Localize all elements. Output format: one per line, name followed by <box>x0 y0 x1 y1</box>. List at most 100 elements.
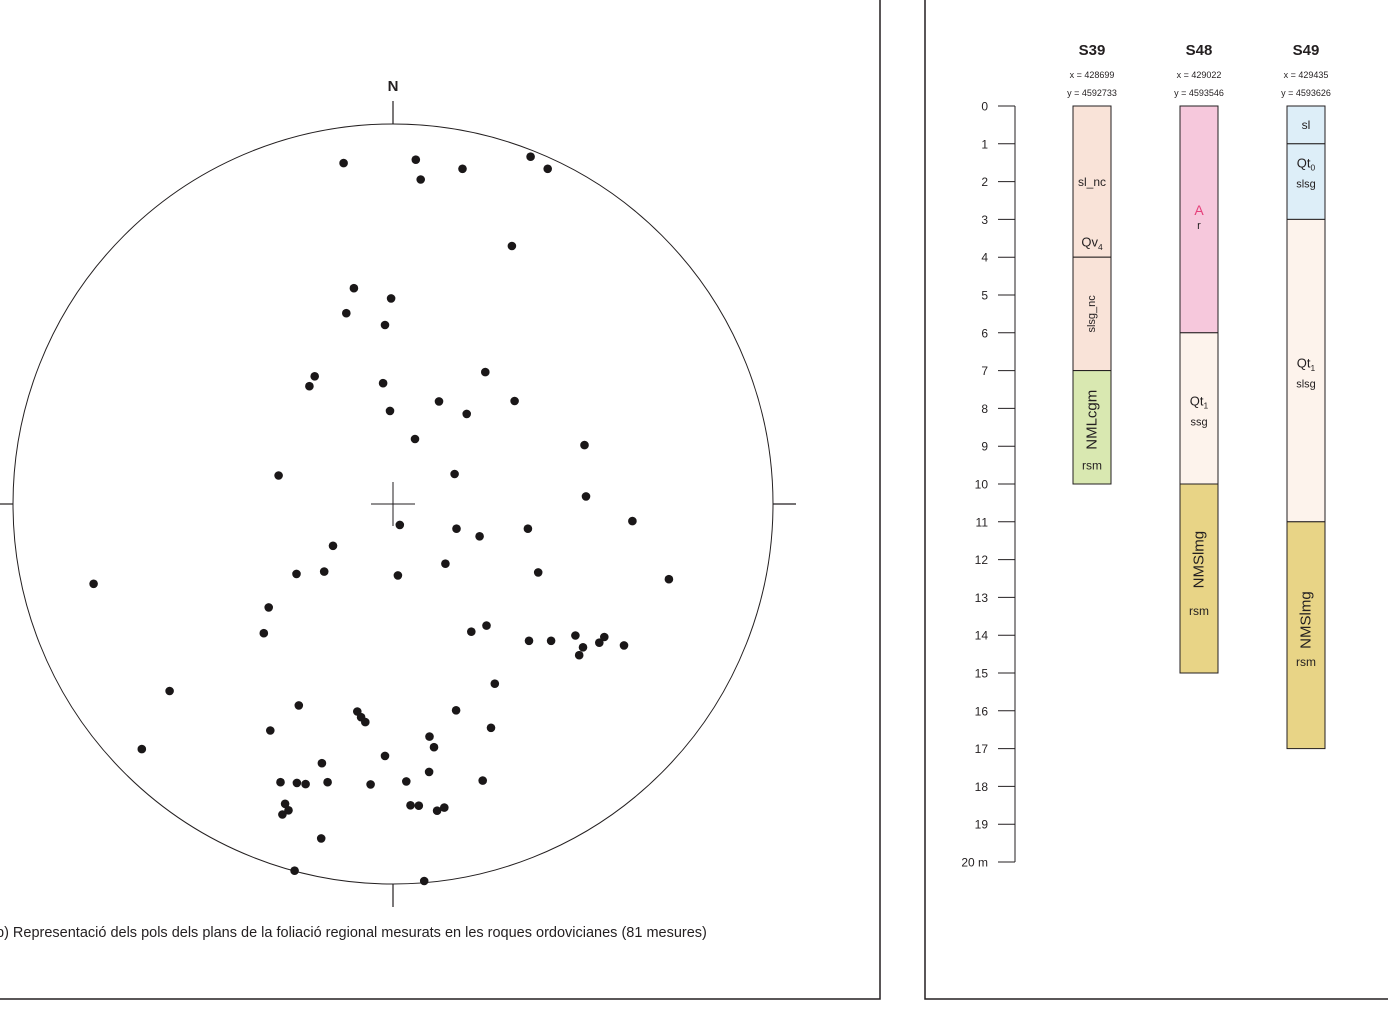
depth-tick-label: 16 <box>975 704 989 718</box>
pole-point <box>274 471 283 480</box>
pole-point <box>526 152 535 161</box>
column-name: S48 <box>1186 42 1213 59</box>
pole-point <box>595 638 604 647</box>
pole-point <box>434 397 444 406</box>
pole-point <box>317 758 327 768</box>
pole-point <box>366 780 375 789</box>
depth-tick-label: 0 <box>981 100 988 114</box>
depth-tick-label: 2 <box>981 175 988 189</box>
pole-point <box>523 524 533 533</box>
log-column-s39: S39 x = 428699 y = 4592733 sl_nc Qv4 slsg_nc N… <box>1067 42 1117 485</box>
stereonet-frame <box>0 0 881 1000</box>
pole-point <box>310 372 320 381</box>
unit-label: NMSlmg <box>1298 591 1315 649</box>
pole-point <box>380 320 390 330</box>
pole-point <box>414 801 424 810</box>
depth-tick-label: 4 <box>981 251 988 265</box>
pole-point <box>486 723 496 733</box>
pole-point <box>628 516 637 526</box>
pole-point <box>664 574 674 584</box>
pole-point <box>507 241 517 251</box>
column-x-coordinate: x = 429435 <box>1284 70 1329 80</box>
lithologic-unit: NMSlmg rsm <box>1286 521 1326 750</box>
pole-point <box>524 636 534 646</box>
unit-label: Qv4 <box>1081 235 1103 252</box>
pole-point <box>278 810 287 819</box>
pole-point <box>328 541 338 551</box>
pole-point <box>406 801 415 810</box>
depth-tick-label: 11 <box>976 515 989 529</box>
pole-point <box>571 631 580 640</box>
column-name: S39 <box>1079 42 1106 59</box>
pole-point <box>386 294 396 303</box>
depth-tick-label: 17 <box>975 742 989 756</box>
pole-point <box>419 876 429 886</box>
depth-tick-label: 20 m <box>961 856 988 870</box>
pole-point <box>137 744 147 754</box>
unit-label: r <box>1197 220 1201 232</box>
unit-label: slsg_nc <box>1086 295 1098 333</box>
unit-label: ssg <box>1190 416 1207 428</box>
pole-point <box>402 777 411 786</box>
pole-point <box>458 164 467 174</box>
lithologic-unit: slsg_nc <box>1072 256 1112 372</box>
depth-tick-label: 10 <box>975 478 989 492</box>
pole-point <box>411 155 421 164</box>
pole-point <box>266 726 275 735</box>
lithologic-unit: NMLcgm rsm <box>1072 370 1112 485</box>
column-x-coordinate: x = 429022 <box>1177 70 1222 80</box>
pole-point <box>490 679 500 688</box>
column-y-coordinate: y = 4593626 <box>1281 88 1331 98</box>
lithologic-unit: sl_nc Qv4 <box>1072 105 1112 258</box>
pole-point <box>580 440 589 450</box>
pole-point <box>533 568 543 577</box>
stereonet-panel: N b) Representació dels pols dels plans … <box>0 0 881 1000</box>
column-y-coordinate: y = 4592733 <box>1067 88 1117 98</box>
unit-box <box>1286 143 1326 220</box>
pole-point <box>264 603 274 612</box>
pole-point <box>467 627 476 636</box>
pole-point <box>543 164 552 174</box>
unit-label: rsm <box>1189 604 1209 618</box>
depth-tick-label: 3 <box>981 213 988 227</box>
depth-tick-label: 5 <box>981 289 988 303</box>
depth-tick-label: 7 <box>981 364 988 378</box>
depth-tick-label: 6 <box>981 326 988 340</box>
lithologic-unit: Ar <box>1179 105 1219 334</box>
pole-point <box>284 806 293 815</box>
pole-point <box>424 767 434 777</box>
unit-box <box>1286 521 1326 750</box>
unit-box <box>1179 105 1219 334</box>
pole-point <box>301 779 310 789</box>
logs-frame <box>924 0 1388 1000</box>
pole-point <box>276 777 285 787</box>
pole-point <box>574 650 584 660</box>
pole-point <box>481 367 490 377</box>
unit-box <box>1179 332 1219 485</box>
unit-label: NMSlmg <box>1191 531 1208 589</box>
pole-point <box>316 834 326 843</box>
lithologic-unit: sl <box>1286 105 1326 145</box>
pole-point <box>305 381 314 391</box>
pole-point <box>361 717 370 727</box>
pole-points <box>89 152 674 886</box>
pole-point <box>165 686 174 696</box>
log-column-s49: S49 x = 429435 y = 4593626 sl Qt0slsgQt1slsg… <box>1281 42 1331 750</box>
pole-point <box>432 806 442 815</box>
depth-tick-label: 14 <box>975 629 989 643</box>
unit-label: rsm <box>1082 458 1102 472</box>
depth-tick-label: 18 <box>975 780 989 794</box>
pole-point <box>385 406 395 416</box>
pole-point <box>349 283 359 293</box>
stereonet-caption: b) Representació dels pols dels plans de… <box>0 925 707 941</box>
unit-box <box>1072 370 1112 485</box>
pole-point <box>323 777 332 787</box>
unit-label: slsg <box>1296 178 1316 190</box>
pole-point <box>380 751 390 761</box>
pole-point <box>342 308 351 318</box>
unit-label: sl <box>1302 118 1311 132</box>
